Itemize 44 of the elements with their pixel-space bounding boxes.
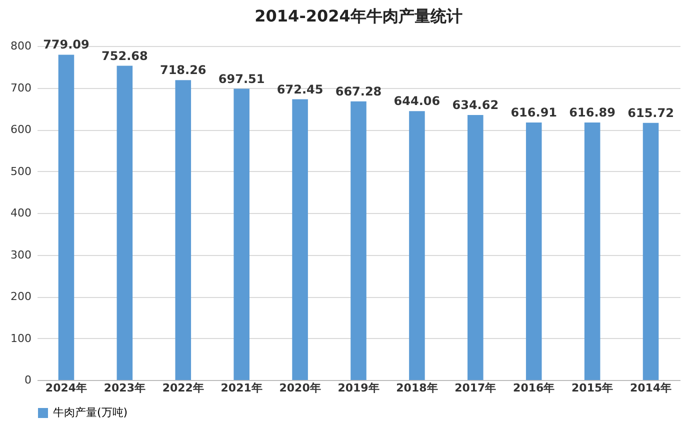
bar <box>468 115 484 380</box>
y-tick-label: 400 <box>10 206 32 220</box>
chart-title: 2014-2024年牛肉产量统计 <box>254 6 462 26</box>
data-label: 779.09 <box>43 38 90 52</box>
data-label: 667.28 <box>335 84 382 98</box>
y-tick-label: 200 <box>10 290 32 303</box>
data-label: 634.62 <box>452 98 499 112</box>
data-label: 644.06 <box>394 94 440 108</box>
y-tick-label: 0 <box>24 374 32 386</box>
data-label: 616.91 <box>510 105 558 120</box>
x-tick-label: 2016年 <box>513 382 555 394</box>
x-tick-label: 2020年 <box>279 382 321 394</box>
bar <box>642 122 659 380</box>
x-tick-label: 2018年 <box>396 382 438 394</box>
data-label: 697.51 <box>218 72 265 86</box>
y-tick-label: 300 <box>10 248 32 262</box>
y-tick-label: 800 <box>10 40 32 52</box>
x-tick-label: 2014年 <box>630 382 672 394</box>
legend-label: 牛肉产量(万吨) <box>53 406 128 419</box>
bar <box>292 99 308 380</box>
y-tick-label: 500 <box>10 164 32 178</box>
bar <box>58 54 74 380</box>
data-label: 616.89 <box>569 105 616 120</box>
bar <box>350 101 366 380</box>
bar <box>234 88 250 380</box>
x-tick-label: 2022年 <box>162 382 204 394</box>
x-tick-label: 2023年 <box>104 382 146 394</box>
data-label: 718.26 <box>160 63 206 78</box>
bar <box>584 122 600 380</box>
x-tick-label: 2024年 <box>45 382 88 394</box>
x-tick-label: 2017年 <box>454 382 496 394</box>
bar <box>409 111 425 380</box>
x-tick-label: 2019年 <box>338 382 380 394</box>
y-tick-label: 100 <box>10 332 32 345</box>
bar <box>526 122 542 380</box>
y-tick-label: 600 <box>10 123 32 136</box>
y-tick-label: 700 <box>10 81 32 94</box>
x-tick-label: 2021年 <box>220 382 262 394</box>
x-tick-label: 2015年 <box>572 382 614 394</box>
bar <box>175 80 192 380</box>
bar <box>116 66 133 380</box>
data-label: 752.68 <box>102 48 148 63</box>
data-label: 672.45 <box>276 82 324 96</box>
data-label: 615.72 <box>628 106 674 120</box>
